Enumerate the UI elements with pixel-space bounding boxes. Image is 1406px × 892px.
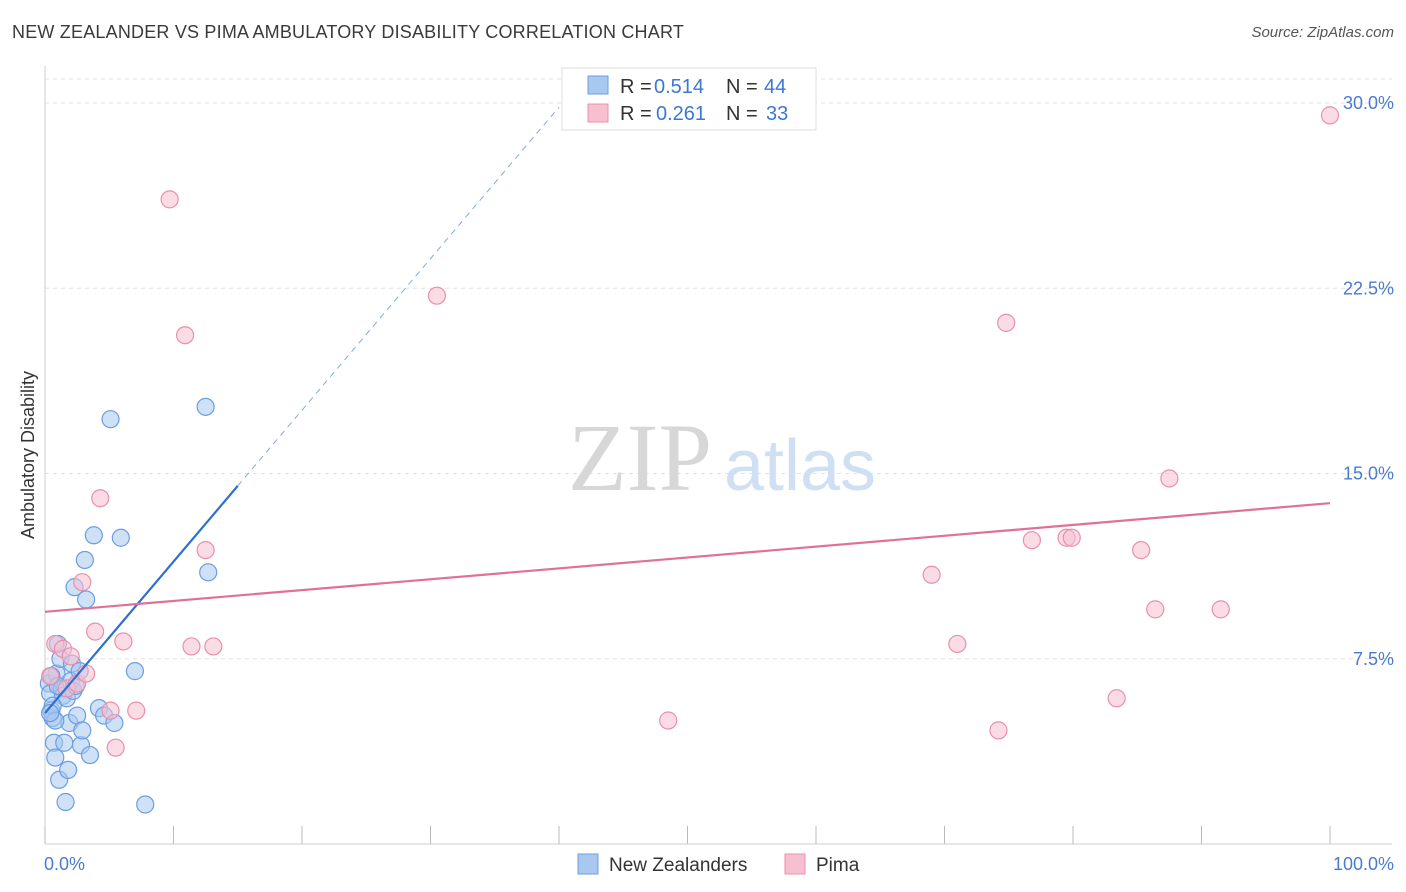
nz-point-28 xyxy=(80,745,100,765)
chart-title: NEW ZEALANDER VS PIMA AMBULATORY DISABIL… xyxy=(12,22,685,42)
pima-r-label: R = xyxy=(620,103,652,125)
pima-point-25 xyxy=(1022,531,1041,550)
nz-point-29 xyxy=(84,526,103,545)
x-tick-label-start: 0.0% xyxy=(44,854,85,874)
pima-point-22 xyxy=(948,634,967,654)
pima-point-11 xyxy=(106,738,125,757)
gridlines xyxy=(45,78,1392,660)
pima-point-16 xyxy=(182,637,201,656)
pima-point-14 xyxy=(160,190,179,209)
pima-point-15 xyxy=(175,326,195,345)
pima-point-10 xyxy=(101,701,120,720)
pima-point-28 xyxy=(1107,689,1126,708)
nz-point-32 xyxy=(101,410,120,429)
pima-n-value: 33 xyxy=(766,103,788,125)
nz-trend-extension xyxy=(237,106,560,487)
axes xyxy=(44,66,1392,845)
pima-point-12 xyxy=(114,632,133,651)
nz-n-label: N = xyxy=(726,76,758,98)
pima-point-33 xyxy=(1320,106,1340,125)
y-tick-label-1: 15.0% xyxy=(1343,464,1394,484)
nz-point-37 xyxy=(196,397,215,416)
x-tick-labels: 0.0% 100.0% xyxy=(44,854,1394,874)
pima-point-30 xyxy=(1146,600,1165,619)
pima-point-9 xyxy=(91,489,110,508)
y-axis-label: Ambulatory Disability xyxy=(18,371,38,539)
nz-r-value: 0.514 xyxy=(654,76,704,98)
nz-point-43 xyxy=(41,703,60,723)
pima-point-0 xyxy=(41,666,60,686)
nz-point-26 xyxy=(75,550,94,570)
watermark-zip: ZIP xyxy=(568,404,712,511)
pima-n-label: N = xyxy=(726,103,758,125)
pima-point-24 xyxy=(997,313,1016,332)
pima-point-29 xyxy=(1132,540,1151,560)
pima-point-6 xyxy=(73,573,92,592)
y-tick-label-3: 30.0% xyxy=(1343,93,1394,113)
nz-point-25 xyxy=(73,721,92,740)
x-tick-label-end: 100.0% xyxy=(1333,854,1394,874)
nz-point-36 xyxy=(136,795,155,814)
nz-n-value: 44 xyxy=(764,76,786,98)
pima-point-17 xyxy=(196,540,215,560)
nz-point-12 xyxy=(55,733,74,752)
nz-point-13 xyxy=(56,792,75,812)
pima-legend-swatch xyxy=(587,103,609,123)
pima-point-4 xyxy=(61,647,80,666)
nz-point-35 xyxy=(125,662,145,681)
pima-point-21 xyxy=(922,565,941,584)
nz-series-swatch xyxy=(577,853,599,875)
pima-point-18 xyxy=(204,637,223,656)
pima-point-8 xyxy=(86,622,105,641)
chart-source: Source: ZipAtlas.com xyxy=(1251,24,1394,41)
pima-point-31 xyxy=(1160,469,1179,488)
pima-series-label: Pima xyxy=(816,855,860,876)
nz-point-34 xyxy=(111,528,130,547)
nz-point-15 xyxy=(59,760,78,780)
pima-point-19 xyxy=(427,286,447,305)
pima-trend-line xyxy=(44,502,1331,613)
watermark-atlas: atlas xyxy=(724,426,876,506)
nz-legend-swatch xyxy=(587,75,609,95)
nz-point-5 xyxy=(46,748,65,767)
pima-points xyxy=(41,106,1340,757)
nz-series-label: New Zealanders xyxy=(609,855,747,876)
nz-point-38 xyxy=(199,563,218,582)
series-legend: New Zealanders Pima xyxy=(577,853,860,876)
nz-point-27 xyxy=(77,590,96,609)
pima-point-20 xyxy=(659,711,678,730)
y-tick-label-2: 22.5% xyxy=(1343,278,1394,298)
nz-trend-line xyxy=(44,485,239,714)
pima-point-13 xyxy=(127,701,146,720)
pima-r-value: 0.261 xyxy=(656,103,706,125)
stats-legend: R = 0.514 N = 44 R = 0.261 N = 33 xyxy=(561,67,817,131)
pima-point-23 xyxy=(989,721,1008,740)
y-tick-labels: 7.5% 15.0% 22.5% 30.0% xyxy=(1343,93,1394,669)
pima-point-7 xyxy=(77,664,96,683)
pima-series-swatch xyxy=(784,853,806,875)
nz-r-label: R = xyxy=(620,76,652,98)
pima-point-27 xyxy=(1062,528,1081,547)
y-tick-label-0: 7.5% xyxy=(1353,649,1394,669)
trend-lines xyxy=(44,106,1331,714)
pima-point-32 xyxy=(1211,600,1230,619)
